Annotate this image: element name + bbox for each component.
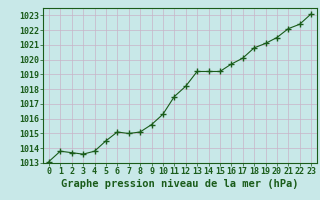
X-axis label: Graphe pression niveau de la mer (hPa): Graphe pression niveau de la mer (hPa)	[61, 179, 299, 189]
